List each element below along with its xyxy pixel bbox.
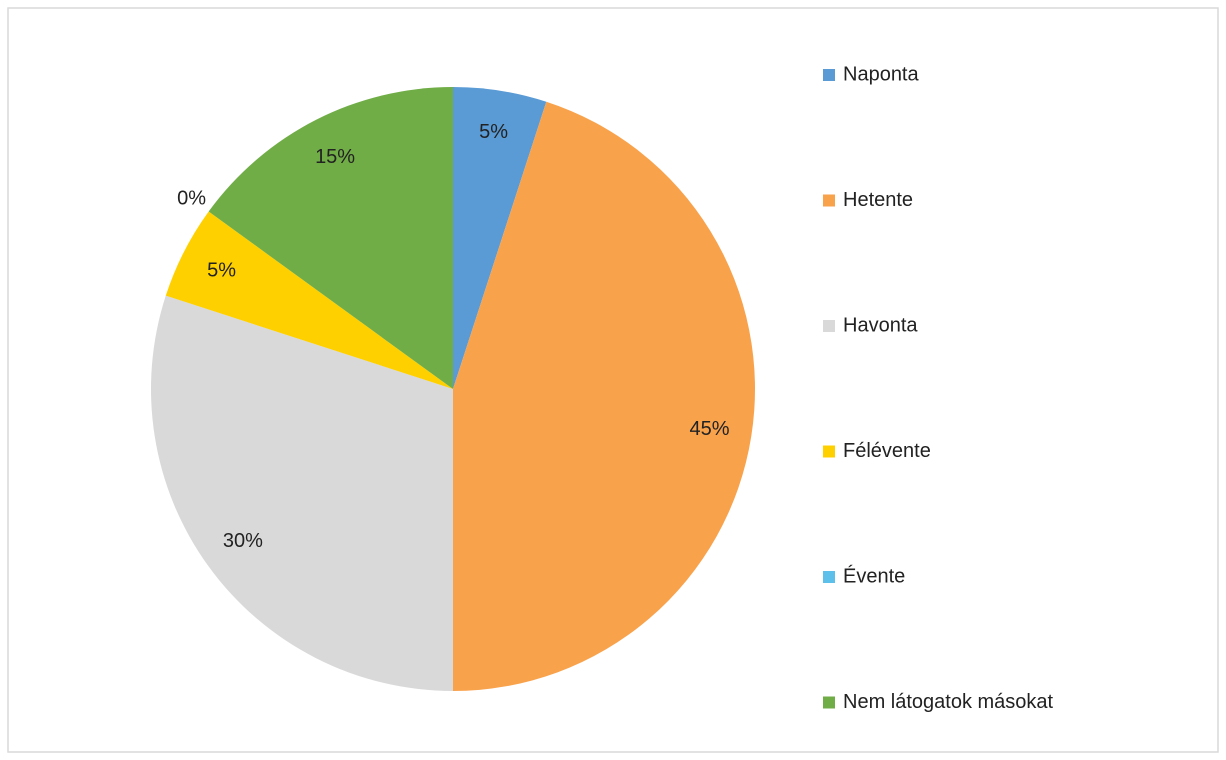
legend-label: Félévente xyxy=(843,440,931,462)
pie-slice xyxy=(208,87,453,389)
legend-swatch xyxy=(823,320,835,332)
legend-swatch xyxy=(823,571,835,583)
legend-label: Havonta xyxy=(843,314,918,336)
data-label: 0% xyxy=(177,187,206,209)
legend-label: Naponta xyxy=(843,63,919,85)
pie-slice xyxy=(453,87,547,389)
legend-label: Hetente xyxy=(843,189,913,211)
data-label: 5% xyxy=(207,259,236,281)
data-label: 45% xyxy=(690,418,730,440)
data-label: 5% xyxy=(479,121,508,143)
legend-label: Évente xyxy=(843,564,905,587)
pie-slice xyxy=(150,295,454,691)
pie-slice xyxy=(453,101,756,691)
legend-swatch xyxy=(823,445,835,458)
data-label: 30% xyxy=(223,530,263,552)
data-label: 15% xyxy=(315,146,355,168)
legend-swatch xyxy=(823,194,835,207)
legend-label: Nem látogatok másokat xyxy=(843,691,1054,713)
pie-slice xyxy=(165,211,453,389)
legend-swatch xyxy=(823,696,835,709)
legend-swatch xyxy=(823,69,835,81)
